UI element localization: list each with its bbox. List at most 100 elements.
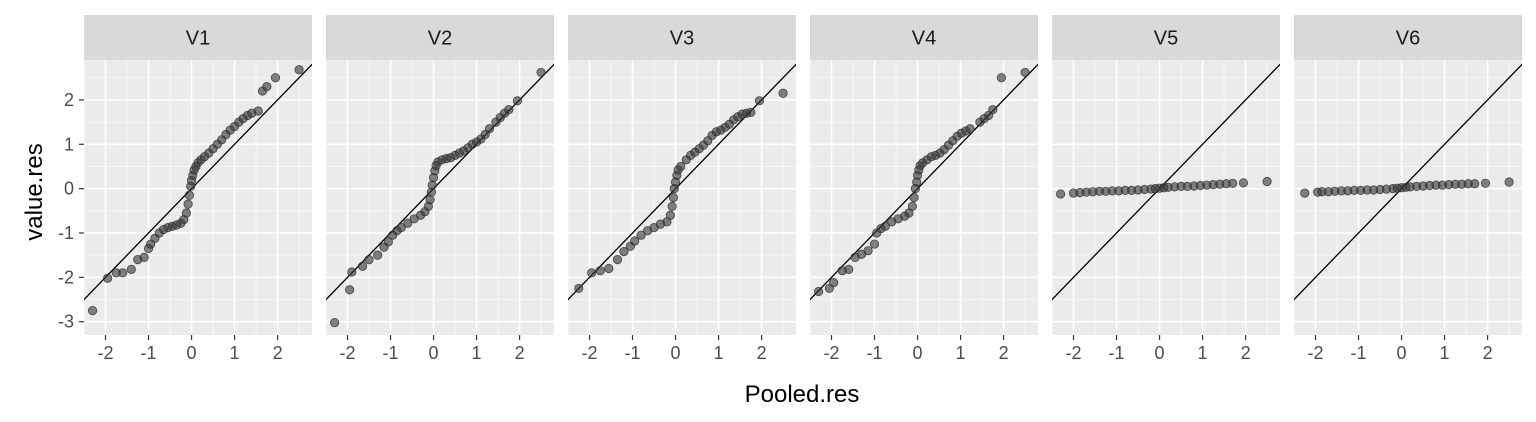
x-tick-label: 2	[1241, 343, 1251, 363]
data-point	[863, 246, 873, 256]
data-point	[667, 201, 677, 211]
x-tick-label: 0	[671, 343, 681, 363]
x-tick-label: 1	[472, 343, 482, 363]
panel-background	[84, 60, 312, 335]
data-point	[587, 268, 597, 278]
x-tick-label: -1	[1109, 343, 1125, 363]
panel-plot-area	[1052, 60, 1280, 335]
facet-strip	[1052, 15, 1280, 60]
data-point	[1020, 67, 1030, 78]
data-point	[676, 161, 686, 172]
data-point	[829, 278, 839, 288]
panel-background	[326, 60, 554, 335]
data-point	[330, 317, 340, 328]
data-point	[504, 105, 514, 115]
data-point	[403, 218, 413, 228]
x-tick-label: -1	[1351, 343, 1367, 363]
x-tick-label: 1	[230, 343, 240, 363]
facet-panel-v5: V5 -2 -1 0 1 2	[1052, 15, 1280, 363]
x-tick-label: 1	[1198, 343, 1208, 363]
x-axis-title: Pooled.res	[745, 381, 860, 408]
data-point	[345, 285, 355, 295]
panel-background	[568, 60, 796, 335]
x-tick-label: 0	[1155, 343, 1165, 363]
data-point	[1238, 178, 1249, 188]
x-tick-label: 2	[515, 343, 525, 363]
facet-strip-label: V2	[428, 28, 452, 50]
facet-strip-label: V1	[186, 28, 210, 50]
x-tick-label: -2	[582, 343, 598, 363]
data-point	[139, 252, 149, 262]
x-tick-label: 2	[273, 343, 283, 363]
y-axis-title: value.res	[21, 143, 48, 240]
data-point	[754, 96, 765, 106]
data-point	[373, 250, 383, 260]
data-point	[1056, 189, 1066, 199]
data-point	[396, 223, 406, 233]
x-tick-label: 1	[714, 343, 724, 363]
x-tick-label: -2	[824, 343, 840, 363]
data-point	[425, 195, 435, 205]
data-point	[427, 180, 437, 190]
x-tick-label: -2	[98, 343, 114, 363]
data-point	[965, 124, 975, 134]
data-point	[262, 82, 272, 92]
panel-plot-area	[568, 60, 796, 335]
x-tick-label: 1	[956, 343, 966, 363]
data-point	[347, 267, 357, 277]
y-tick-label: -3	[58, 312, 74, 332]
data-point	[619, 247, 629, 257]
data-point	[814, 286, 824, 297]
facet-strip	[326, 15, 554, 60]
x-tick-label: -1	[383, 343, 399, 363]
data-point	[996, 73, 1007, 83]
data-point	[1470, 179, 1480, 189]
data-point	[778, 88, 788, 98]
data-point	[253, 106, 263, 116]
panel-background	[1052, 60, 1280, 335]
data-point	[118, 268, 128, 278]
data-point	[907, 201, 917, 211]
panel-background	[810, 60, 1038, 335]
data-point	[383, 237, 393, 247]
x-tick-label: 0	[429, 343, 439, 363]
y-tick-label: 1	[64, 134, 74, 154]
facet-panel-v1: V1 -2 -1 0 1 2	[84, 15, 312, 363]
data-point	[1504, 177, 1514, 187]
x-tick-label: 0	[913, 343, 923, 363]
panel-plot-area	[326, 60, 554, 335]
x-tick-label: -1	[867, 343, 883, 363]
data-point	[536, 67, 546, 78]
facet-strip	[568, 15, 796, 60]
facet-strip	[1294, 15, 1522, 60]
reference-line	[1052, 63, 1280, 301]
data-point	[1262, 176, 1272, 187]
x-tick-label: -2	[340, 343, 356, 363]
data-point	[636, 230, 646, 240]
data-point	[630, 236, 640, 246]
data-point	[183, 199, 193, 209]
y-axis: -3 -2 -1 0 1 2	[58, 90, 84, 332]
data-point	[665, 210, 675, 220]
y-tick-label: 2	[64, 90, 74, 110]
data-point	[844, 264, 854, 274]
data-point	[103, 273, 113, 283]
facet-strip-label: V5	[1154, 28, 1178, 50]
x-tick-label: 2	[757, 343, 767, 363]
x-tick-label: -2	[1308, 343, 1324, 363]
data-point	[484, 124, 495, 134]
data-point	[181, 208, 191, 218]
facet-strip-label: V6	[1396, 28, 1420, 50]
panel-plot-area	[84, 60, 312, 335]
facet-strip	[84, 15, 312, 60]
data-point	[574, 283, 584, 294]
data-point	[184, 190, 194, 200]
data-point	[988, 105, 998, 115]
data-point	[1480, 178, 1491, 188]
facet-strip-label: V4	[912, 28, 936, 50]
data-point	[595, 266, 605, 276]
facet-panels: V1 -2 -1 0 1 2 V2 -2 -1 0 1 2 V3 -2 -1 0 1 2 V4 -2 -1 0 1 2 V5 -2…	[84, 15, 1522, 363]
data-point	[270, 73, 281, 83]
data-point	[880, 221, 890, 231]
